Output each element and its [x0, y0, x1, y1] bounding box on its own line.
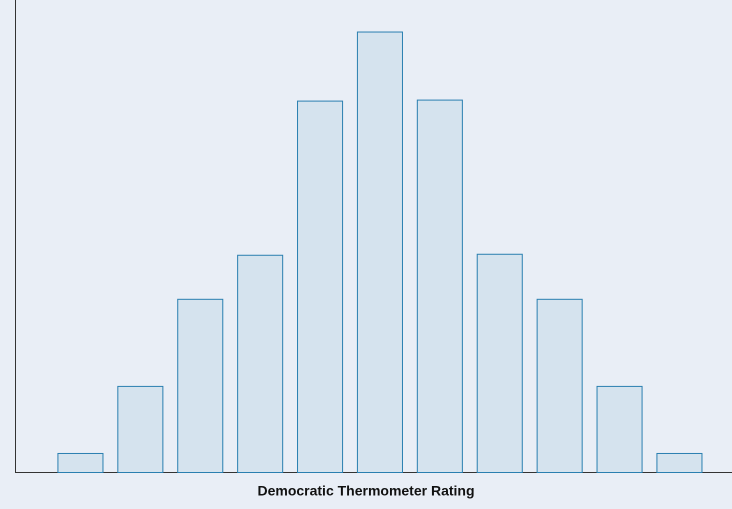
x-axis-label: Democratic Thermometer Rating	[257, 483, 474, 499]
bar	[177, 298, 224, 473]
bar	[57, 452, 104, 473]
bar	[237, 254, 284, 473]
bar	[117, 385, 164, 473]
bar	[476, 253, 523, 473]
bar	[356, 31, 403, 474]
bar	[416, 99, 463, 474]
bar	[536, 298, 583, 473]
bar	[596, 385, 643, 473]
bar	[297, 100, 344, 473]
bar	[656, 452, 703, 473]
